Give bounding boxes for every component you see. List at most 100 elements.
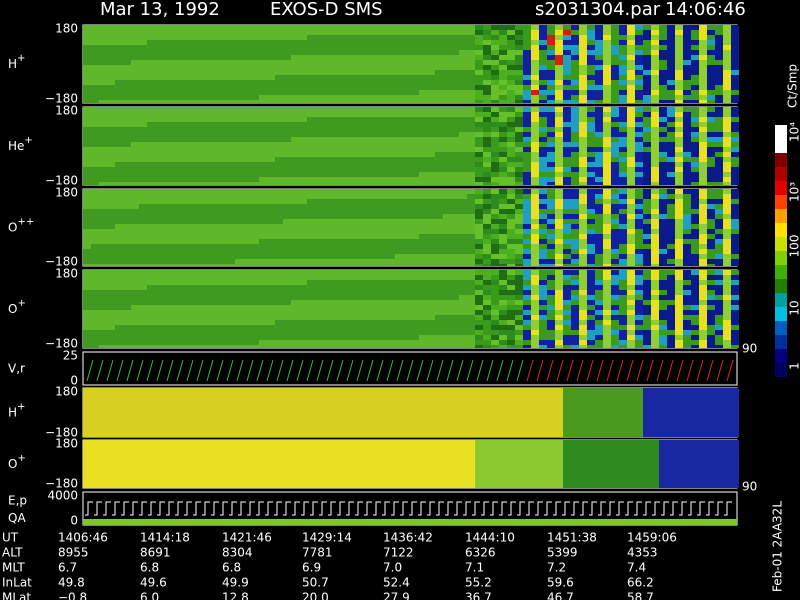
spectrogram-cell (155, 285, 163, 290)
spectrogram-cell (483, 35, 491, 40)
spectrogram-cell (627, 80, 635, 85)
spectrogram-cell (259, 234, 267, 239)
spectrogram-cell (355, 234, 363, 239)
spectrogram-cell (267, 315, 275, 320)
spectrogram-cell (507, 310, 515, 315)
spectrogram-cell (139, 340, 147, 345)
spectrogram-cell (539, 142, 547, 147)
spectrogram-cell (299, 127, 307, 132)
spectrogram-cell (315, 177, 323, 182)
spectrogram-cell (483, 259, 491, 264)
spectrogram-cell (179, 172, 187, 177)
spectrogram-cell (467, 254, 475, 259)
spectrogram-cell (427, 290, 435, 295)
spectrogram-cell (595, 270, 603, 275)
spectrogram-cell (603, 132, 611, 137)
spectrogram-cell (307, 285, 315, 290)
spectrogram-cell (291, 189, 299, 194)
spectrogram-cell (427, 157, 435, 162)
spectrogram-cell (507, 132, 515, 137)
spectrogram-cell (539, 300, 547, 305)
spectrogram-cell (395, 100, 403, 103)
spectrogram-cell (139, 70, 147, 75)
spectrogram-cell (275, 117, 283, 122)
spectrogram-cell (235, 30, 243, 35)
spectrogram-cell (491, 295, 499, 300)
spectrogram-cell (675, 90, 683, 95)
spectrogram-cell (571, 85, 579, 90)
spectrogram-cell (211, 85, 219, 90)
spectrogram-cell (667, 254, 675, 259)
spectrogram-cell (563, 219, 571, 224)
spectrogram-cell (155, 40, 163, 45)
spectrogram-cell (243, 132, 251, 137)
spectrogram-cell (411, 127, 419, 132)
spectrogram-cell (99, 204, 107, 209)
spectrogram-cell (627, 100, 635, 103)
spectrogram-cell (515, 275, 523, 280)
spectrogram-cell (227, 80, 235, 85)
spectrogram-cell (419, 234, 427, 239)
spectrogram-cell (515, 194, 523, 199)
spectrogram-cell (571, 162, 579, 167)
spectrogram-cell (259, 290, 267, 295)
spectrogram-cell (163, 40, 171, 45)
spectrogram-cell (155, 209, 163, 214)
spectrogram-cell (171, 325, 179, 330)
spectrogram-cell (219, 315, 227, 320)
spectrogram-cell (307, 167, 315, 172)
spectrogram-cell (275, 65, 283, 70)
spectrogram-cell (227, 45, 235, 50)
spectrogram-cell (171, 85, 179, 90)
spectrogram-cell (139, 335, 147, 340)
spectrogram-cell (171, 335, 179, 340)
spectrogram-cell (259, 25, 267, 30)
spectrogram-cell (219, 330, 227, 335)
spectrogram-cell (435, 25, 443, 30)
spectrogram-cell (731, 95, 739, 100)
spectrogram-cell (411, 264, 419, 266)
spectrogram-cell (403, 152, 411, 157)
spectrogram-cell (115, 60, 123, 65)
spectrogram-cell (371, 137, 379, 142)
spectrogram-cell (411, 335, 419, 340)
spectrogram-cell (235, 177, 243, 182)
spectrogram-cell (723, 70, 731, 75)
spectrogram-cell (115, 137, 123, 142)
spectrogram-cell (235, 45, 243, 50)
spectrogram-cell (499, 100, 507, 103)
spectrogram-cell (187, 295, 195, 300)
spectrogram-cell (555, 345, 563, 348)
spectrogram-cell (579, 85, 587, 90)
spectrogram-cell (715, 234, 723, 239)
spectrogram-cell (595, 182, 603, 185)
spectrogram-cell (323, 290, 331, 295)
spectrogram-cell (155, 335, 163, 340)
spectrogram-cell (707, 55, 715, 60)
spectrogram-cell (219, 335, 227, 340)
spectrogram-cell (379, 85, 387, 90)
spectrogram-cell (523, 30, 531, 35)
spectrogram-cell (235, 75, 243, 80)
spectrogram-cell (355, 189, 363, 194)
spectrogram-cell (635, 45, 643, 50)
spectrogram-cell (555, 142, 563, 147)
spectrogram-cell (355, 204, 363, 209)
spectrogram-cell (427, 25, 435, 30)
spectrogram-cell (259, 157, 267, 162)
spectrogram-cell (451, 45, 459, 50)
spectrogram-cell (219, 157, 227, 162)
spectrogram-cell (267, 137, 275, 142)
spectrogram-cell (179, 45, 187, 50)
spectrogram-cell (195, 340, 203, 345)
spectrogram-cell (155, 25, 163, 30)
spectrogram-cell (403, 239, 411, 244)
spectrogram-cell (507, 80, 515, 85)
spectrogram-cell (451, 280, 459, 285)
spectrogram-cell (323, 30, 331, 35)
spectrogram-cell (451, 65, 459, 70)
spectrogram-cell (195, 25, 203, 30)
spectrogram-cell (99, 264, 107, 266)
spectrogram-cell (315, 300, 323, 305)
spectrogram-cell (323, 65, 331, 70)
